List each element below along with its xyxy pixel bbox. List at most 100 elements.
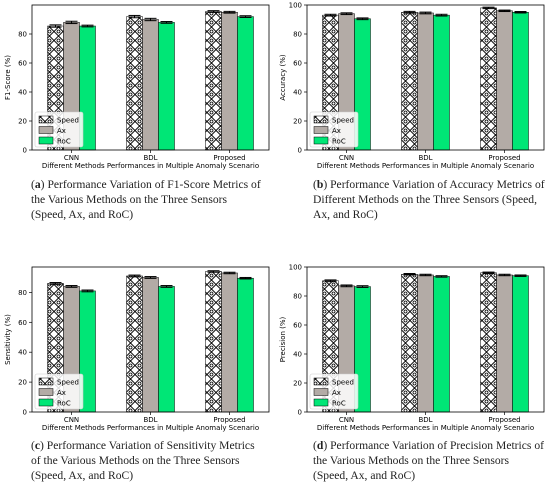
plot-frame (306, 266, 545, 413)
plot-frame (306, 4, 545, 151)
x-tick-label-cnn: CNN (64, 416, 79, 424)
bar-speed-proposed (205, 271, 222, 413)
y-tick-label: 0 (298, 409, 302, 417)
legend-swatch-speed (38, 115, 54, 124)
caption-b-label: b (316, 178, 324, 191)
legend-label-roc: RoC (57, 138, 71, 146)
chart-panel-c: Sensitivity (%) 0 20 40 60 80 CNN BDL Proposed Di… (0, 262, 275, 432)
bar-speed-proposed (205, 11, 222, 151)
legend-label-ax: Ax (57, 389, 66, 397)
legend-swatch-speed (38, 377, 54, 386)
bar-ax-proposed (221, 12, 238, 151)
legend-swatch-roc (38, 136, 54, 145)
y-tick-label: 100 (289, 2, 302, 10)
bar-speed-bdl (126, 16, 143, 151)
x-axis-label: Different Methods Performances in Multip… (42, 424, 259, 432)
caption-b: (b) Performance Variation of Accuracy Me… (313, 178, 545, 221)
bar-roc-bdl (158, 286, 175, 413)
x-tick-label-proposed: Proposed (488, 416, 520, 424)
y-tick-label: 40 (293, 351, 302, 359)
legend-swatch-roc (313, 398, 329, 407)
x-axis-label: Different Methods Performances in Multip… (317, 162, 534, 170)
bar-ax-proposed (496, 274, 513, 413)
y-tick-label: 20 (293, 118, 302, 126)
legend-swatch-roc (38, 398, 54, 407)
legend-label-speed: Speed (332, 379, 354, 387)
bar-speed-proposed (480, 272, 497, 413)
chart-a: F1-Score (%) 0 20 40 60 80 CNN BDL ProposedDiffe… (4, 4, 270, 170)
y-tick-label: 60 (18, 60, 27, 68)
plot-frame (31, 266, 270, 413)
bar-speed-proposed (480, 7, 497, 151)
legend-label-ax: Ax (332, 389, 341, 397)
y-axis-label: Precision (%) (279, 316, 287, 362)
caption-a: (a) Performance Variation of F1-Score Me… (31, 178, 261, 221)
y-tick-label: 20 (18, 118, 27, 126)
y-tick-label: 0 (23, 147, 27, 155)
chart-c: Sensitivity (%) 0 20 40 60 80 CNN BDL ProposedDi… (4, 266, 270, 432)
caption-c: (c) Performance Variation of Sensitivity… (31, 439, 255, 482)
caption-c-text: Performance Variation of Sensitivity Met… (31, 439, 255, 482)
y-axis-label: Accuracy (%) (279, 54, 287, 101)
y-tick-label: 0 (23, 409, 27, 417)
y-tick-label: 60 (18, 319, 27, 327)
bar-roc-proposed (237, 277, 254, 413)
bar-roc-proposed (512, 275, 529, 413)
y-tick-label: 0 (298, 147, 302, 155)
y-tick-label: 100 (289, 264, 302, 272)
bar-ax-proposed (496, 10, 513, 151)
plot-frame (31, 4, 270, 151)
legend-label-ax: Ax (332, 127, 341, 135)
caption-a-text: Performance Variation of F1-Score Metric… (31, 178, 261, 221)
bar-roc-proposed (237, 16, 254, 151)
y-tick-label: 80 (18, 289, 27, 297)
legend-swatch-ax (313, 388, 329, 396)
y-tick-label: 40 (18, 349, 27, 357)
caption-b-text: Performance Variation of Accuracy Metric… (313, 178, 545, 221)
bar-ax-bdl (142, 277, 159, 413)
legend-swatch-roc (313, 136, 329, 145)
bar-roc-bdl (433, 14, 450, 151)
x-tick-label-proposed: Proposed (213, 154, 245, 162)
chart-b: Accuracy (%) 0 20 40 60 80 100 CNN BDL ProposedDi… (279, 2, 545, 170)
x-tick-label-bdl: BDL (143, 154, 157, 162)
x-axis-label: Different Methods Performances in Multip… (42, 162, 259, 170)
legend-swatch-ax (38, 126, 54, 134)
chart-panel-b: Accuracy (%) 0 20 40 60 80 100 CNN BDL Proposed Di… (275, 0, 550, 170)
x-tick-label-cnn: CNN (339, 154, 354, 162)
y-tick-label: 20 (293, 380, 302, 388)
bar-ax-bdl (417, 12, 434, 151)
x-tick-label-proposed: Proposed (213, 416, 245, 424)
caption-d-text: Performance Variation of Precision Metri… (313, 439, 544, 482)
y-tick-label: 20 (18, 379, 27, 387)
chart-panel-d: Precision (%) 0 20 40 60 80 100 CNN BDL Proposed D… (275, 262, 550, 432)
x-axis-label: Different Methods Performances in Multip… (317, 424, 534, 432)
legend-label-speed: Speed (57, 117, 79, 125)
bar-ax-bdl (417, 274, 434, 413)
chart-panel-a: F1-Score (%) 0 20 40 60 80 CNN BDL Proposed Diffe… (0, 0, 275, 170)
bar-speed-bdl (401, 274, 418, 413)
x-tick-label-cnn: CNN (64, 154, 79, 162)
bar-speed-bdl (401, 12, 418, 151)
bar-ax-bdl (142, 19, 159, 151)
x-tick-label-bdl: BDL (143, 416, 157, 424)
x-tick-label-bdl: BDL (418, 154, 432, 162)
legend-swatch-speed (313, 115, 329, 124)
legend-label-speed: Speed (332, 117, 354, 125)
bar-roc-proposed (512, 12, 529, 151)
y-tick-label: 40 (18, 89, 27, 97)
chart-d: Precision (%) 0 20 40 60 80 100 CNN BDL ProposedD… (279, 264, 545, 432)
legend-label-ax: Ax (57, 127, 66, 135)
caption-a-label: a (34, 178, 41, 191)
y-axis-label: F1-Score (%) (4, 55, 12, 100)
legend-swatch-ax (313, 126, 329, 134)
x-tick-label-cnn: CNN (339, 416, 354, 424)
bar-roc-bdl (433, 276, 450, 413)
legend-label-speed: Speed (57, 379, 79, 387)
x-tick-label-bdl: BDL (418, 416, 432, 424)
y-tick-label: 80 (293, 31, 302, 39)
legend-label-roc: RoC (332, 138, 346, 146)
y-axis-label: Sensitivity (%) (4, 314, 12, 365)
y-tick-label: 60 (293, 322, 302, 330)
bar-roc-bdl (158, 22, 175, 151)
